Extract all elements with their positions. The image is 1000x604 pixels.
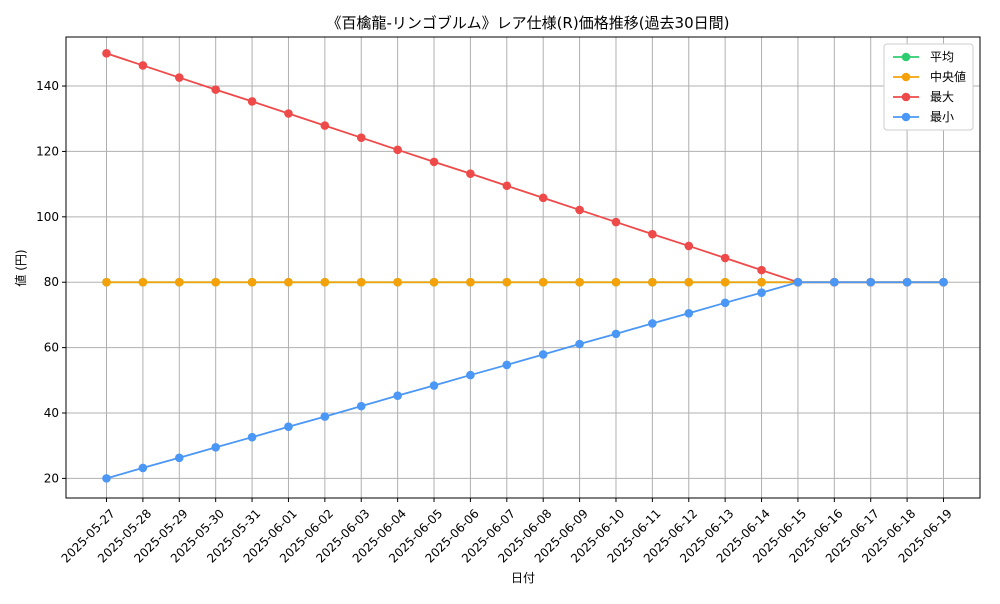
data-point: [611, 277, 621, 287]
data-point: [538, 193, 548, 203]
data-point: [138, 277, 148, 287]
data-point: [611, 217, 621, 227]
data-point: [720, 298, 730, 308]
data-point: [757, 265, 766, 275]
data-point: [356, 277, 366, 287]
data-point: [174, 453, 184, 463]
data-point: [429, 157, 439, 167]
y-axis-title: 値 (円): [13, 249, 28, 286]
data-point: [866, 277, 876, 287]
legend-swatch-marker: [901, 112, 911, 122]
data-point: [648, 229, 657, 239]
data-point: [393, 145, 402, 155]
y-tick-label: 140: [36, 79, 59, 93]
data-point: [284, 422, 293, 432]
data-point: [757, 277, 766, 287]
data-point: [466, 169, 475, 178]
data-point: [684, 277, 694, 287]
data-point: [720, 277, 730, 287]
y-tick-label: 80: [44, 275, 59, 289]
y-tick-label: 100: [36, 210, 59, 224]
data-point: [466, 370, 475, 380]
data-point: [830, 277, 839, 287]
data-point: [648, 277, 657, 287]
data-point: [902, 277, 912, 287]
data-point: [138, 61, 148, 70]
data-point: [429, 381, 439, 390]
chart-title: 《百檎龍-リンゴブルム》レア仕様(R)価格推移(過去30日間): [326, 14, 729, 32]
data-point: [393, 391, 402, 400]
data-point: [174, 73, 184, 82]
data-point: [575, 339, 584, 349]
data-point: [502, 360, 512, 370]
data-point: [356, 401, 366, 411]
data-point: [247, 277, 257, 287]
data-point: [174, 277, 184, 287]
data-point: [538, 350, 548, 359]
series-group: [102, 277, 948, 483]
y-tick-label: 120: [36, 144, 59, 158]
legend-swatch-marker: [901, 72, 911, 82]
data-point: [429, 277, 439, 287]
series-group: [102, 49, 948, 287]
data-point: [211, 277, 220, 287]
data-point: [211, 443, 220, 452]
data-point: [102, 474, 111, 483]
data-point: [538, 277, 548, 287]
legend-label: 最小: [930, 110, 954, 124]
y-tick-label: 40: [44, 406, 59, 420]
data-point: [757, 288, 766, 297]
data-point: [320, 412, 330, 421]
legend-label: 中央値: [930, 69, 966, 84]
data-point: [320, 277, 330, 287]
data-point: [138, 463, 148, 473]
data-point: [393, 277, 402, 287]
series-layer: [102, 49, 948, 483]
data-point: [793, 277, 803, 287]
legend-swatch-marker: [901, 92, 911, 102]
x-axis-title: 日付: [511, 571, 535, 585]
data-point: [939, 277, 948, 287]
data-point: [575, 205, 584, 215]
data-point: [720, 253, 730, 263]
data-point: [684, 308, 694, 318]
data-point: [102, 277, 111, 287]
data-point: [648, 319, 657, 328]
legend-swatch-marker: [901, 52, 911, 62]
y-tick-label: 20: [44, 471, 59, 485]
y-tick-label: 60: [44, 341, 59, 355]
data-point: [502, 181, 512, 191]
axis-layer: 2025-05-272025-05-282025-05-292025-05-30…: [36, 79, 955, 566]
legend-box: [883, 43, 974, 131]
data-point: [320, 121, 330, 130]
data-point: [284, 109, 293, 118]
series-line: [106, 52, 944, 284]
legend-label: 平均: [930, 50, 954, 64]
series-line: [106, 281, 944, 480]
data-point: [356, 133, 366, 143]
data-point: [611, 329, 621, 339]
data-point: [211, 85, 220, 94]
data-point: [684, 241, 694, 251]
data-point: [247, 432, 257, 442]
data-point: [502, 277, 512, 287]
grid-layer: [66, 37, 980, 498]
data-point: [575, 277, 584, 287]
plot-frame: [65, 36, 981, 499]
data-point: [466, 277, 475, 287]
legend-label: 最大: [930, 90, 954, 104]
data-point: [284, 277, 293, 287]
data-point: [247, 97, 257, 106]
data-point: [102, 49, 111, 58]
